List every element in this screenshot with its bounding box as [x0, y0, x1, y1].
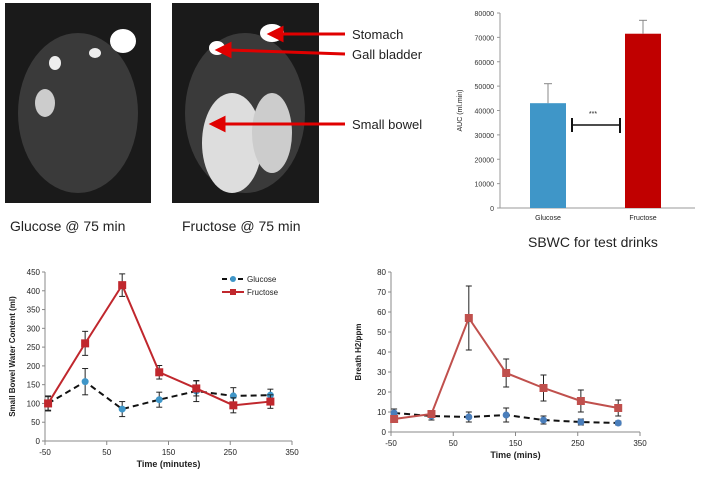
y-tick-label: 30000 [475, 133, 495, 140]
y-axis-label: AUC (ml.min) [457, 90, 464, 132]
sbwc-y-tick-label: 350 [27, 306, 41, 315]
sbwc-y-tick-label: 100 [27, 399, 41, 408]
breath-series-1-marker [614, 404, 623, 412]
breath-series-0-marker [540, 416, 548, 424]
breath-series-0-marker [465, 413, 473, 421]
y-tick-label: 70000 [475, 35, 495, 42]
sbwc-y-tick-label: 300 [27, 324, 41, 333]
breath-series-1-marker [427, 410, 436, 418]
y-tick-label: 20000 [475, 157, 495, 164]
sbwc-y-axis-label: Small Bowel Water Content (ml) [8, 296, 17, 417]
bar-chart-title: SBWC for test drinks [528, 234, 658, 250]
sbwc-y-tick-label: 150 [27, 381, 41, 390]
sbwc-series-fructose-legend-marker [230, 289, 236, 295]
mri-glucose-image [5, 3, 151, 203]
breath-series-1-marker [502, 369, 511, 377]
sbwc-x-tick-label: 150 [162, 448, 176, 457]
breath-y-tick-label: 80 [377, 268, 386, 277]
glucose-caption: Glucose @ 75 min [10, 218, 126, 234]
breath-y-axis-label: Breath H2/ppm [354, 324, 363, 381]
breath-series-1-marker [576, 397, 585, 405]
sbwc-series-glucose-legend-marker [230, 276, 236, 282]
label-small-bowel: Small bowel [352, 117, 423, 132]
breath-series-0-marker [502, 411, 510, 419]
sbwc-y-tick-label: 0 [36, 437, 41, 446]
sbwc-x-tick-label: 250 [224, 448, 238, 457]
sbwc-y-tick-label: 250 [27, 343, 41, 352]
sbwc-x-tick-label: 350 [285, 448, 299, 457]
sbwc-y-tick-label: 50 [31, 418, 40, 427]
y-tick-label: 10000 [475, 182, 495, 189]
sbwc-series-fructose-marker [266, 397, 275, 406]
breath-series-0-marker [614, 419, 622, 427]
breath-y-tick-label: 40 [377, 348, 386, 357]
breath-x-tick-label: 50 [449, 439, 458, 448]
y-tick-label: 60000 [475, 60, 495, 67]
sbwc-series-fructose-marker [192, 384, 201, 393]
label-stomach: Stomach [352, 27, 404, 42]
sbwc-series-glucose-marker [81, 378, 89, 386]
breath-series-1-marker [539, 384, 548, 392]
y-tick-label: 0 [490, 206, 494, 213]
sbwc-series-glucose-marker [118, 405, 126, 413]
breath-x-tick-label: 150 [509, 439, 523, 448]
breath-y-tick-label: 10 [377, 408, 386, 417]
breath-x-tick-label: 250 [571, 439, 585, 448]
breath-y-tick-label: 70 [377, 288, 386, 297]
category-label: Glucose [535, 215, 561, 222]
breath-series-1-marker [390, 415, 399, 423]
breath-y-tick-label: 50 [377, 328, 386, 337]
breath-y-tick-label: 60 [377, 308, 386, 317]
sbwc-y-tick-label: 400 [27, 287, 41, 296]
annotation-arrows [208, 25, 346, 133]
breath-x-tick-label: 350 [633, 439, 647, 448]
sbwc-series-fructose-marker [44, 399, 53, 408]
fructose-caption: Fructose @ 75 min [182, 218, 301, 234]
y-tick-label: 50000 [475, 84, 495, 91]
category-label: Fructose [629, 215, 656, 222]
sbwc-series-fructose-marker [118, 281, 127, 290]
sbwc-series-fructose-legend-label: Fructose [247, 288, 279, 297]
sbwc-x-tick-label: 50 [102, 448, 111, 457]
sbwc-series-glucose-marker [155, 396, 163, 404]
breath-x-tick-label: -50 [385, 439, 397, 448]
significance-label: *** [589, 111, 597, 118]
breath-series-0-marker [390, 409, 398, 417]
breath-x-axis-label: Time (mins) [490, 450, 540, 460]
breath-series-0-marker [577, 418, 585, 426]
sbwc-x-axis-label: Time (minutes) [137, 459, 201, 469]
y-tick-label: 80000 [475, 11, 495, 18]
mri-glucose [5, 3, 151, 203]
sbwc-x-tick-label: -50 [39, 448, 51, 457]
sbwc-series-fructose-marker [229, 401, 238, 410]
sbwc-y-tick-label: 200 [27, 362, 41, 371]
sbwc-y-tick-label: 450 [27, 268, 41, 277]
sbwc-series-fructose-marker [81, 339, 90, 348]
label-gall-bladder: Gall bladder [352, 47, 423, 62]
bar-glucose [530, 103, 566, 208]
breath-series-1-marker [464, 314, 473, 322]
sbwc-series-fructose-marker [155, 368, 164, 377]
sbwc-series-glucose-legend-label: Glucose [247, 275, 277, 284]
y-tick-label: 40000 [475, 109, 495, 116]
bar-fructose [625, 33, 661, 208]
breath-y-tick-label: 0 [382, 428, 387, 437]
breath-y-tick-label: 20 [377, 388, 386, 397]
breath-y-tick-label: 30 [377, 368, 386, 377]
